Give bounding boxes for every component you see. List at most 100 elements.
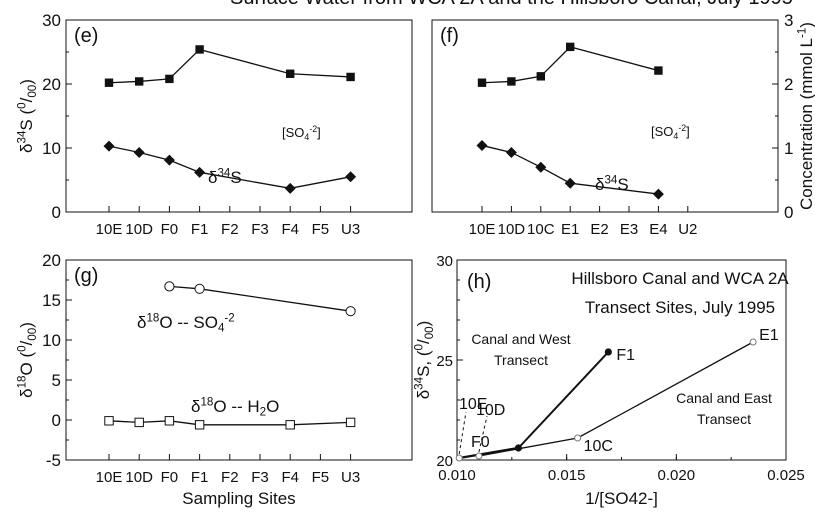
panel-h-xtick-label: 0.020 xyxy=(658,467,696,484)
panel-h-leader-10e xyxy=(458,411,467,455)
panel-e-series-0-point xyxy=(104,78,114,87)
panel-f-series-0-point xyxy=(507,77,516,86)
panel-e-ylabel: δ34S (0/00) xyxy=(16,79,39,153)
panel-g-label: (g) xyxy=(74,265,98,287)
panel-h-annotation-1-line: Transect xyxy=(697,411,751,427)
panel-h-ytick-label: 30 xyxy=(436,253,453,270)
panel-e-xtick-label: F2 xyxy=(221,221,239,238)
panel-e-series-1-point xyxy=(284,182,296,194)
panel-g-series-1-line xyxy=(108,420,351,426)
panel-e-series-1-line xyxy=(108,145,351,189)
panel-h-label: (h) xyxy=(467,271,491,293)
panel-h-annotation-0-line: Canal and West xyxy=(471,331,570,347)
panel-e-series-0-point xyxy=(195,45,204,54)
panel-h-point-f1 xyxy=(604,348,612,356)
panel-h-ylabel: δ34S, (0/00) xyxy=(413,321,436,400)
panel-h-point-f0 xyxy=(514,444,523,452)
panel-h-point-label-f0: F0 xyxy=(471,434,490,451)
panel-e-series-0-point xyxy=(165,74,174,84)
panel-g-xtick-label: F2 xyxy=(221,469,239,486)
panel-h-ytick-label: 25 xyxy=(436,353,453,370)
panel-h-point-e1 xyxy=(749,338,757,346)
panel-f-series-0-point xyxy=(477,78,487,87)
panel-e-series-1-point xyxy=(103,140,115,152)
panel-e-series-1-point xyxy=(345,171,357,183)
panel-h-xtick-label: 0.025 xyxy=(767,467,805,484)
panel-f-xtick-label: E1 xyxy=(561,221,579,238)
panel-f-series-0-point xyxy=(566,42,575,52)
panel-e-xtick-label: F1 xyxy=(191,221,209,238)
panel-g-xtick-label: 10E xyxy=(96,469,123,486)
panel-f-ytick-label: 3 xyxy=(784,11,793,30)
panel-g-ytick-label: 10 xyxy=(42,331,61,350)
panel-e-xtick-label: F4 xyxy=(281,221,299,238)
panel-g-xlabel: Sampling Sites xyxy=(182,489,295,508)
panel-f-xtick-label: E2 xyxy=(590,221,608,238)
panel-h-ytick-label: 20 xyxy=(436,453,453,470)
panel-g-ytick-label: -5 xyxy=(46,451,61,470)
panel-f-xtick-label: E4 xyxy=(649,221,667,238)
panel-e-series-0-point xyxy=(286,69,295,78)
panel-g-xtick-label: 10D xyxy=(125,469,153,486)
panel-f-label: (f) xyxy=(440,25,459,47)
panel-f-series-1-label: [SO4-2] xyxy=(651,123,690,141)
panel-e-xtick-label: 10D xyxy=(125,221,153,238)
panel-e-label: (e) xyxy=(74,25,98,47)
panel-h-xlabel: 1/[SO42-] xyxy=(585,489,658,508)
panel-h-point-10e xyxy=(455,454,463,462)
panel-h-point-label-e1: E1 xyxy=(759,327,779,344)
panel-h-point-label-10c: 10C xyxy=(584,438,613,455)
panel-f-series-1-point xyxy=(652,188,664,200)
panel-f-xtick-label: 10E xyxy=(469,221,496,238)
panel-g-ylabel: δ18O (0/00) xyxy=(16,322,39,398)
panel-g-ytick-label: 5 xyxy=(52,371,61,390)
panel-h-xtick-label: 0.010 xyxy=(438,467,476,484)
panel-f-series-0-point xyxy=(536,72,545,81)
panel-f-ytick-label: 2 xyxy=(784,75,793,94)
panel-g-frame xyxy=(65,259,413,461)
panel-g-series-1-point xyxy=(134,417,144,428)
panel-g-xtick-label: F1 xyxy=(191,469,209,486)
panel-f-ytick-label: 0 xyxy=(784,203,793,222)
panel-h-west-transect-line xyxy=(517,351,610,449)
panel-g-series-1-point xyxy=(345,417,356,428)
panel-f-xtick-label: E3 xyxy=(620,221,638,238)
panel-f-series-0-point xyxy=(654,66,663,75)
panel-f-series-1-point xyxy=(535,161,547,173)
panel-e-series-1-point xyxy=(194,166,206,178)
panel-h-point-10d xyxy=(475,452,483,460)
panel-e-series-0-line xyxy=(108,48,351,84)
panel-g-series-0-point xyxy=(164,281,175,292)
panel-e-xtick-label: F3 xyxy=(251,221,269,238)
panel-g-series-1-point xyxy=(285,420,295,430)
panel-g-series-1-point xyxy=(194,420,205,430)
panel-f-series-0-label: δ34S xyxy=(595,174,629,194)
panel-g-xtick-label: F4 xyxy=(281,469,299,486)
panel-h-title-line: Transect Sites, July 1995 xyxy=(585,298,775,317)
panel-h-annotation-1-line: Canal and East xyxy=(676,390,772,406)
panel-h-base-line xyxy=(458,446,519,460)
panel-h-point-label-f1: F1 xyxy=(616,347,635,364)
panel-f-xtick-label: 10C xyxy=(527,221,555,238)
panel-g-xtick-label: F3 xyxy=(251,469,269,486)
panel-e-series-0-point xyxy=(135,77,144,86)
panel-g-ytick-label: 15 xyxy=(42,291,61,310)
panel-g-series-0-point xyxy=(194,283,205,294)
panel-f-series-1-point xyxy=(564,177,576,189)
figure-header-fragment: Surface Water from WCA 2A and the Hillsb… xyxy=(230,0,793,9)
panel-e-ytick-label: 0 xyxy=(52,203,61,222)
panel-h-title-line: Hillsboro Canal and WCA 2A xyxy=(571,269,789,288)
panel-f-ytick-label: 1 xyxy=(784,139,793,158)
panel-e-series-1-point xyxy=(133,146,145,158)
panel-e-ytick-label: 30 xyxy=(42,11,61,30)
panel-e-ytick-label: 20 xyxy=(42,75,61,94)
panel-g-xtick-label: F0 xyxy=(161,469,179,486)
panel-g-ytick-label: 0 xyxy=(52,411,61,430)
panel-g-series-1-point xyxy=(164,416,175,426)
panel-g-series-1-point xyxy=(104,416,114,426)
panel-h-point-label-10e: 10E xyxy=(459,396,487,413)
panel-g-series-0-label: δ18O -- SO4-2 xyxy=(137,312,235,335)
panel-h-point-label-10d: 10D xyxy=(476,402,505,419)
panel-g-ytick-label: 20 xyxy=(42,251,61,270)
